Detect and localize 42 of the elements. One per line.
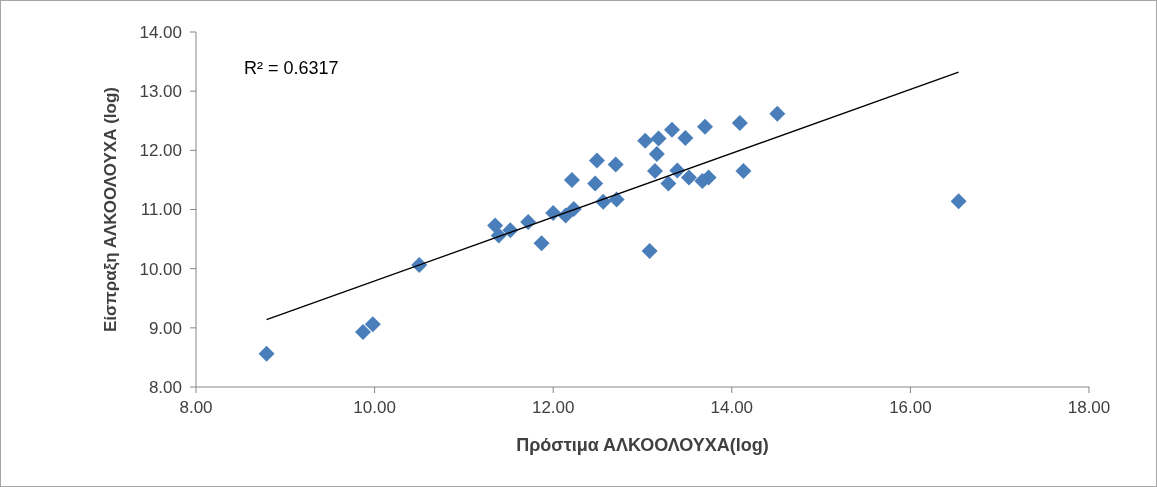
point	[487, 217, 504, 234]
point	[545, 205, 562, 222]
point	[680, 169, 697, 186]
point	[607, 156, 624, 173]
x-tick-label: 18.00	[1067, 398, 1111, 417]
y-tick-label: 11.00	[140, 200, 182, 220]
point	[258, 345, 275, 362]
point	[587, 175, 604, 192]
point	[648, 145, 665, 162]
x-tick-label: 10.00	[353, 398, 396, 417]
x-tick-label: 14.00	[710, 398, 754, 417]
point	[637, 132, 654, 149]
x-axis-title: Πρόστιμα ΑΛΚΟΟΛΟΥΧΑ(log)	[516, 435, 769, 455]
point	[647, 163, 663, 180]
point	[650, 130, 667, 147]
y-tick-label: 14.00	[139, 22, 182, 42]
point	[608, 191, 625, 208]
point	[354, 323, 371, 340]
y-tick-label: 9.00	[148, 318, 182, 338]
x-tick-label: 16.00	[889, 398, 932, 417]
point	[588, 152, 605, 169]
point	[364, 316, 381, 333]
point	[677, 129, 694, 146]
point	[663, 121, 680, 138]
y-tick-label: 8.00	[148, 377, 182, 397]
x-tick-label: 12.00	[531, 398, 575, 417]
y-tick-label: 13.00	[139, 82, 182, 102]
point	[735, 163, 752, 180]
point	[641, 242, 658, 259]
y-axis-title: Είσπραξη ΑΛΚΟΟΛΟΥΧΑ (log)	[101, 87, 120, 332]
point	[533, 235, 550, 252]
point	[660, 175, 677, 192]
point	[950, 193, 967, 210]
y-tick-label: 12.00	[139, 141, 182, 161]
point	[731, 115, 748, 132]
y-tick-label: 10.00	[139, 259, 182, 279]
point	[520, 213, 537, 230]
point	[769, 105, 786, 122]
point	[697, 118, 714, 135]
point	[563, 171, 580, 188]
annotation: R² = 0.6317	[244, 58, 339, 78]
x-tick-label: 8.00	[179, 398, 213, 417]
